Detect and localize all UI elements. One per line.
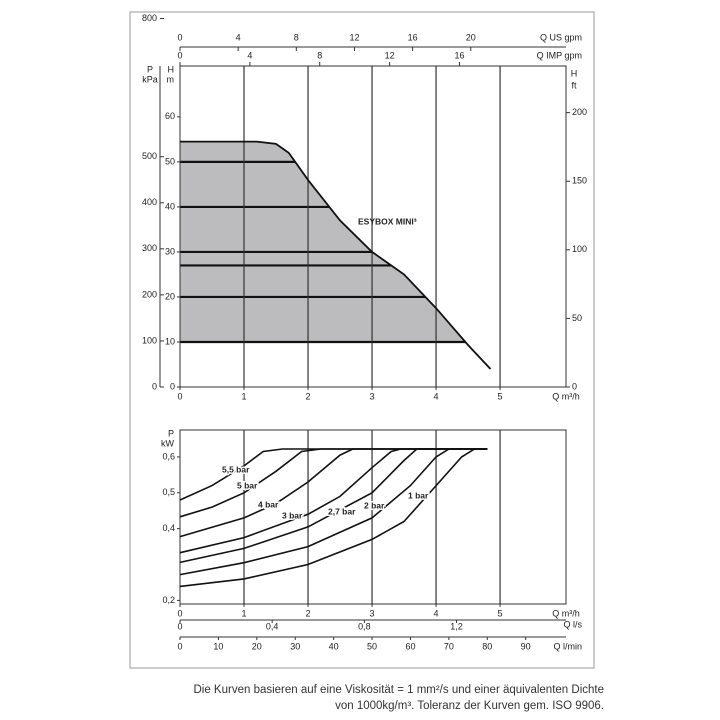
y-tick-label: 30 bbox=[165, 246, 175, 256]
axis-unit: ft bbox=[571, 80, 577, 90]
y-axis-label: P bbox=[168, 428, 174, 438]
axis-label: P bbox=[147, 64, 153, 74]
axis-tick-label: 300 bbox=[142, 243, 157, 253]
y-axis-unit: m bbox=[167, 74, 175, 84]
plot-frame bbox=[179, 429, 567, 605]
y-tick-label: 0 bbox=[170, 381, 175, 391]
y-tick-label: 40 bbox=[165, 201, 175, 211]
axis-tick-label: 80 bbox=[482, 641, 492, 651]
series-label: 3 bar bbox=[282, 510, 303, 520]
x-axis-label: Q m³/h bbox=[552, 391, 580, 401]
axis-tick-label: 1,2 bbox=[450, 621, 463, 631]
caption-line: Die Kurven basieren auf eine Viskosität … bbox=[193, 684, 604, 696]
x-tick-label: 0 bbox=[177, 608, 182, 618]
x-tick-label: 1 bbox=[242, 391, 247, 401]
series-label: 2,7 bar bbox=[328, 506, 356, 516]
series-label: 5 bar bbox=[237, 480, 258, 490]
axis-tick-label: 150 bbox=[572, 176, 587, 186]
x-tick-label: 3 bbox=[370, 608, 375, 618]
axis-tick-label: 0,8 bbox=[358, 621, 371, 631]
axis-tick-label: 500 bbox=[142, 151, 157, 161]
axis-unit: kPa bbox=[142, 74, 158, 84]
x-tick-label: 1 bbox=[242, 608, 247, 618]
y-tick-label: 50 bbox=[165, 156, 175, 166]
axis-tick-label: 10 bbox=[213, 641, 223, 651]
curve-label: ESYBOX MINI³ bbox=[358, 216, 417, 226]
pump-curve bbox=[180, 140, 492, 370]
axis-tick-label: 8 bbox=[317, 50, 322, 60]
power-curve bbox=[179, 448, 488, 518]
x-tick-label: 4 bbox=[434, 608, 439, 618]
axis-tick-label: 8 bbox=[294, 32, 299, 42]
axis-tick-label: 12 bbox=[385, 50, 395, 60]
axis-tick-label: 100 bbox=[572, 244, 587, 254]
axis-tick-label: 90 bbox=[521, 641, 531, 651]
axis-tick-label: 40 bbox=[329, 641, 339, 651]
axis-tick-label: 60 bbox=[405, 641, 415, 651]
axis-label: Q IMP gpm bbox=[537, 50, 582, 60]
outer-frame bbox=[129, 11, 595, 669]
axis-tick-label: 0 bbox=[572, 381, 577, 391]
y-tick-label: 20 bbox=[165, 291, 175, 301]
power-curve bbox=[179, 448, 488, 564]
axis-tick-label: 800 bbox=[142, 13, 157, 23]
y-tick-label: 0,5 bbox=[162, 487, 175, 497]
axis-tick-label: 4 bbox=[247, 50, 252, 60]
axis-tick-label: 200 bbox=[142, 289, 157, 299]
x-tick-label: 5 bbox=[498, 391, 503, 401]
power-curve bbox=[179, 448, 488, 554]
power-curve bbox=[179, 448, 488, 588]
axis-tick-label: 400 bbox=[142, 197, 157, 207]
y-axis-unit: kW bbox=[161, 438, 175, 448]
axis-label: H bbox=[571, 68, 578, 78]
axis-label: Q US gpm bbox=[540, 32, 582, 42]
axis-tick-label: 200 bbox=[572, 107, 587, 117]
axis-tick-label: 16 bbox=[454, 50, 464, 60]
x-tick-label: 2 bbox=[306, 391, 311, 401]
x-tick-label: 5 bbox=[498, 608, 503, 618]
x-axis-label: Q m³/h bbox=[552, 608, 580, 618]
x-tick-label: 2 bbox=[306, 608, 311, 618]
y-tick-label: 0,4 bbox=[162, 523, 175, 533]
axis-tick-label: 4 bbox=[236, 32, 241, 42]
axis-tick-label: 50 bbox=[367, 641, 377, 651]
series-label: 2 bar bbox=[364, 500, 385, 510]
y-tick-label: 10 bbox=[165, 336, 175, 346]
axis-tick-label: 16 bbox=[408, 32, 418, 42]
power-curve bbox=[179, 448, 488, 538]
axis-tick-label: 100 bbox=[142, 335, 157, 345]
axis-tick-label: 20 bbox=[252, 641, 262, 651]
axis-tick-label: 20 bbox=[466, 32, 476, 42]
axis-tick-label: 70 bbox=[444, 641, 454, 651]
caption-line: von 1000kg/m³. Toleranz der Kurven gem. … bbox=[335, 700, 604, 712]
x-tick-label: 4 bbox=[434, 391, 439, 401]
axis-tick-label: 12 bbox=[349, 32, 359, 42]
axis-tick-label: 0 bbox=[152, 381, 157, 391]
y-tick-label: 60 bbox=[165, 111, 175, 121]
operating-area bbox=[180, 141, 466, 342]
series-label: 1 bar bbox=[408, 490, 429, 500]
axis-tick-label: 30 bbox=[290, 641, 300, 651]
power-curve bbox=[179, 448, 488, 576]
axis-tick-label: 0 bbox=[177, 32, 182, 42]
series-label: 5,5 bar bbox=[222, 464, 250, 474]
axis-tick-label: 50 bbox=[572, 313, 582, 323]
y-tick-label: 0,6 bbox=[162, 451, 175, 461]
axis-label: Q l/min bbox=[553, 641, 582, 651]
power-curve bbox=[179, 448, 488, 501]
y-axis-label: H bbox=[168, 64, 175, 74]
series-label: 4 bar bbox=[258, 499, 279, 509]
y-tick-label: 0,2 bbox=[162, 595, 175, 605]
x-tick-label: 3 bbox=[370, 391, 375, 401]
axis-tick-label: 0 bbox=[177, 641, 182, 651]
axis-tick-label: 0 bbox=[177, 621, 182, 631]
axis-tick-label: 0,4 bbox=[266, 621, 279, 631]
axis-tick-label: 0 bbox=[177, 50, 182, 60]
x-tick-label: 0 bbox=[177, 391, 182, 401]
axis-label: Q l/s bbox=[563, 619, 582, 629]
